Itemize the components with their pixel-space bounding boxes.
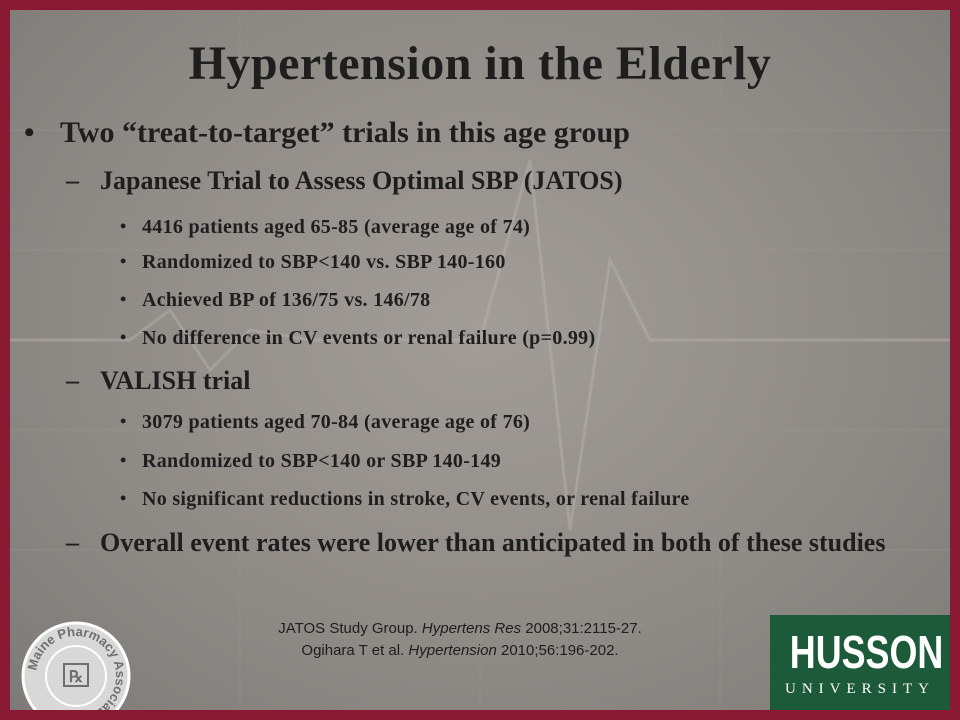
bullet-dot-icon: • <box>24 116 35 149</box>
svg-text:℞: ℞ <box>69 669 83 686</box>
bullet-dot-icon: • <box>120 488 127 508</box>
husson-university-logo: HUSSON UNIVERSITY <box>770 615 950 710</box>
list-item: • No difference in CV events or renal fa… <box>120 327 596 350</box>
conclusion-text: Overall event rates were lower than anti… <box>100 528 886 557</box>
list-item-text: Randomized to SBP<140 vs. SBP 140-160 <box>142 251 506 273</box>
husson-logo-university: UNIVERSITY <box>785 681 935 697</box>
list-item: • 4416 patients aged 65-85 (average age … <box>120 216 531 239</box>
list-item: • Achieved BP of 136/75 vs. 146/78 <box>120 289 431 312</box>
list-item-text: Achieved BP of 136/75 vs. 146/78 <box>142 289 431 311</box>
slide: Hypertension in the Elderly • Two “treat… <box>10 10 950 710</box>
main-bullet: • Two “treat-to-target” trials in this a… <box>24 116 630 150</box>
references: JATOS Study Group. Hypertens Res 2008;31… <box>210 618 710 662</box>
bullet-dot-icon: • <box>120 411 127 431</box>
list-item-text: 4416 patients aged 65-85 (average age of… <box>142 216 531 238</box>
bullet-dot-icon: • <box>120 327 127 347</box>
bullet-dot-icon: • <box>120 289 127 309</box>
list-item: • 3079 patients aged 70-84 (average age … <box>120 411 531 434</box>
slide-title: Hypertension in the Elderly <box>188 37 772 90</box>
ekg-background-graphic <box>10 10 950 710</box>
list-item: • Randomized to SBP<140 vs. SBP 140-160 <box>120 251 506 274</box>
reference-2: Ogihara T et al. Hypertension 2010;56:19… <box>301 642 619 659</box>
dash-icon: – <box>66 166 79 195</box>
bullet-dot-icon: • <box>120 216 127 236</box>
maine-pharmacy-association-logo: Maine Pharmacy Association ℞ <box>21 621 131 710</box>
section-heading-valish: – VALISH trial <box>66 366 251 396</box>
section-heading-jatos: – Japanese Trial to Assess Optimal SBP (… <box>66 166 623 196</box>
bullet-dot-icon: • <box>120 450 127 470</box>
dash-icon: – <box>66 366 79 395</box>
conclusion: – Overall event rates were lower than an… <box>66 528 930 558</box>
list-item-text: Randomized to SBP<140 or SBP 140-149 <box>142 450 502 472</box>
list-item-text: 3079 patients aged 70-84 (average age of… <box>142 411 531 433</box>
husson-logo-name: HUSSON <box>789 626 944 678</box>
main-bullet-text: Two “treat-to-target” trials in this age… <box>60 116 630 149</box>
dash-icon: – <box>66 528 79 557</box>
section-heading-text: Japanese Trial to Assess Optimal SBP (JA… <box>100 166 623 195</box>
bullet-dot-icon: • <box>120 251 127 271</box>
list-item: • No significant reductions in stroke, C… <box>120 488 690 511</box>
reference-1: JATOS Study Group. Hypertens Res 2008;31… <box>278 620 642 637</box>
list-item: • Randomized to SBP<140 or SBP 140-149 <box>120 450 502 473</box>
list-item-text: No difference in CV events or renal fail… <box>142 327 596 349</box>
list-item-text: No significant reductions in stroke, CV … <box>142 488 690 510</box>
section-heading-text: VALISH trial <box>100 366 251 395</box>
